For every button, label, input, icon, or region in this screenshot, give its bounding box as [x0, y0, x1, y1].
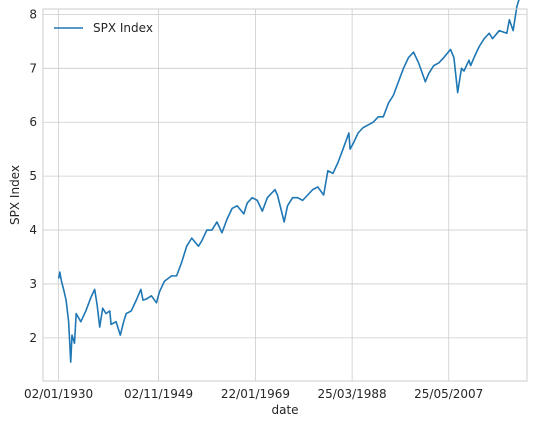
plot-frame	[42, 8, 528, 382]
legend-label-spx-index: SPX Index	[93, 21, 153, 35]
x-tick-label: 25/05/2007	[414, 387, 483, 401]
grid	[43, 9, 527, 381]
plot-area	[43, 9, 527, 381]
legend: SPX Index	[54, 21, 153, 35]
y-tick-label: 5	[29, 169, 37, 183]
y-tick-label: 3	[29, 277, 37, 291]
y-tick-label: 8	[29, 7, 37, 21]
x-tick-label: 25/03/1988	[318, 387, 387, 401]
y-tick-label: 7	[29, 61, 37, 75]
series-line-0	[57, 0, 520, 363]
y-tick-label: 4	[29, 223, 37, 237]
series-layer	[57, 0, 520, 363]
y-tick-label: 2	[29, 331, 37, 345]
tick-labels: 2 3 4 5 6 7 8 02/01/1930 02/11/1949 22/01/1969 25/…	[24, 7, 483, 401]
y-axis-label: SPX Index	[8, 165, 22, 225]
x-axis-label: date	[271, 403, 298, 417]
y-tick-label: 6	[29, 115, 37, 129]
x-tick-label: 22/01/1969	[221, 387, 290, 401]
x-tick-label: 02/11/1949	[124, 387, 193, 401]
x-tick-label: 02/01/1930	[24, 387, 93, 401]
